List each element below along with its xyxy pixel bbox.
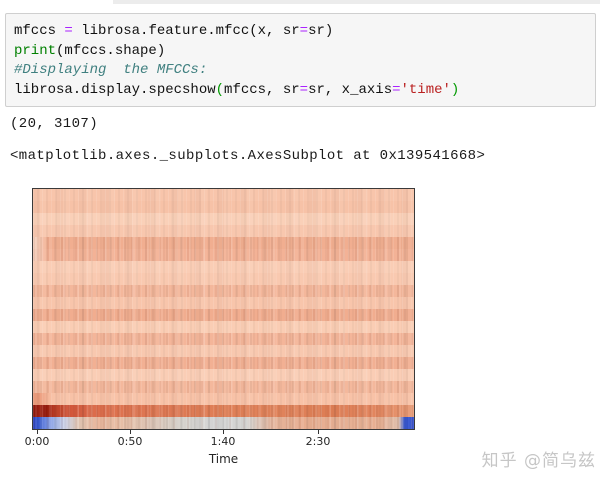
heatmap-row bbox=[33, 345, 414, 357]
code-line: #Displaying the MFCCs: bbox=[14, 61, 587, 81]
heatmap-row bbox=[33, 297, 414, 309]
heatmap-row bbox=[33, 381, 414, 393]
code-token: mfccs bbox=[14, 23, 65, 39]
tick-mark bbox=[130, 430, 131, 434]
tick-label: 1:40 bbox=[210, 435, 236, 448]
heatmap-row bbox=[33, 261, 414, 273]
heatmap-row bbox=[33, 417, 414, 429]
code-token: (mfccs.shape) bbox=[56, 42, 166, 59]
tick-label: 0:50 bbox=[117, 435, 143, 448]
code-lines: mfccs = librosa.feature.mfcc(x, sr=sr) pr… bbox=[14, 22, 587, 100]
code-token-op: = bbox=[392, 81, 401, 98]
heatmap-row bbox=[33, 201, 414, 213]
code-token: librosa.feature.mfcc(x, sr bbox=[72, 23, 300, 39]
x-axis-ticks: 0:00 0:50 1:40 2:30 bbox=[25, 430, 415, 452]
code-line: mfccs = librosa.feature.mfcc(x, sr=sr) bbox=[14, 22, 587, 42]
tick-mark bbox=[37, 430, 38, 434]
heatmap-row bbox=[33, 357, 414, 369]
heatmap-row bbox=[33, 309, 414, 321]
heatmap-row bbox=[33, 237, 414, 249]
code-token-op: = bbox=[299, 81, 309, 98]
tick-mark bbox=[223, 430, 224, 434]
code-token-match: ) bbox=[450, 81, 460, 98]
code-token: sr, x_axis bbox=[308, 81, 393, 98]
heatmap-row bbox=[33, 333, 414, 345]
code-token: librosa.display.specshow bbox=[14, 81, 216, 98]
code-token-op: = bbox=[64, 23, 73, 39]
mfcc-heatmap-plot bbox=[32, 188, 415, 430]
previous-cell-edge bbox=[113, 0, 600, 4]
heatmap-row bbox=[33, 249, 414, 261]
code-token-string: 'time' bbox=[400, 81, 451, 98]
code-token: sr) bbox=[308, 23, 334, 39]
repr-output: <matplotlib.axes._subplots.AxesSubplot a… bbox=[10, 148, 486, 164]
code-line: print(mfccs.shape) bbox=[14, 42, 587, 62]
tick-label: 2:30 bbox=[305, 435, 331, 448]
code-line: librosa.display.specshow(mfccs, sr=sr, x… bbox=[14, 81, 587, 101]
code-token-builtin: print bbox=[14, 42, 57, 59]
code-token-op: = bbox=[299, 23, 309, 39]
heatmap-row bbox=[33, 321, 414, 333]
heatmap-row bbox=[33, 285, 414, 297]
tick-mark bbox=[318, 430, 319, 434]
watermark: 知乎 @简乌兹 bbox=[481, 451, 596, 471]
code-cell[interactable]: mfccs = librosa.feature.mfcc(x, sr=sr) pr… bbox=[5, 13, 596, 107]
code-token: mfccs, sr bbox=[224, 81, 300, 98]
print-output-shape: (20, 3107) bbox=[10, 116, 99, 132]
heatmap-row bbox=[33, 405, 414, 417]
code-token-match: ( bbox=[215, 81, 225, 98]
x-axis-label: Time bbox=[208, 452, 239, 466]
heatmap-row bbox=[33, 369, 414, 381]
heatmap-rows bbox=[33, 189, 414, 429]
heatmap-row bbox=[33, 273, 414, 285]
heatmap-row bbox=[33, 225, 414, 237]
heatmap-row bbox=[33, 189, 414, 201]
heatmap-row bbox=[33, 393, 414, 405]
code-token-comment: #Displaying the MFCCs: bbox=[14, 62, 208, 78]
heatmap-row bbox=[33, 213, 414, 225]
tick-label: 0:00 bbox=[24, 435, 50, 448]
